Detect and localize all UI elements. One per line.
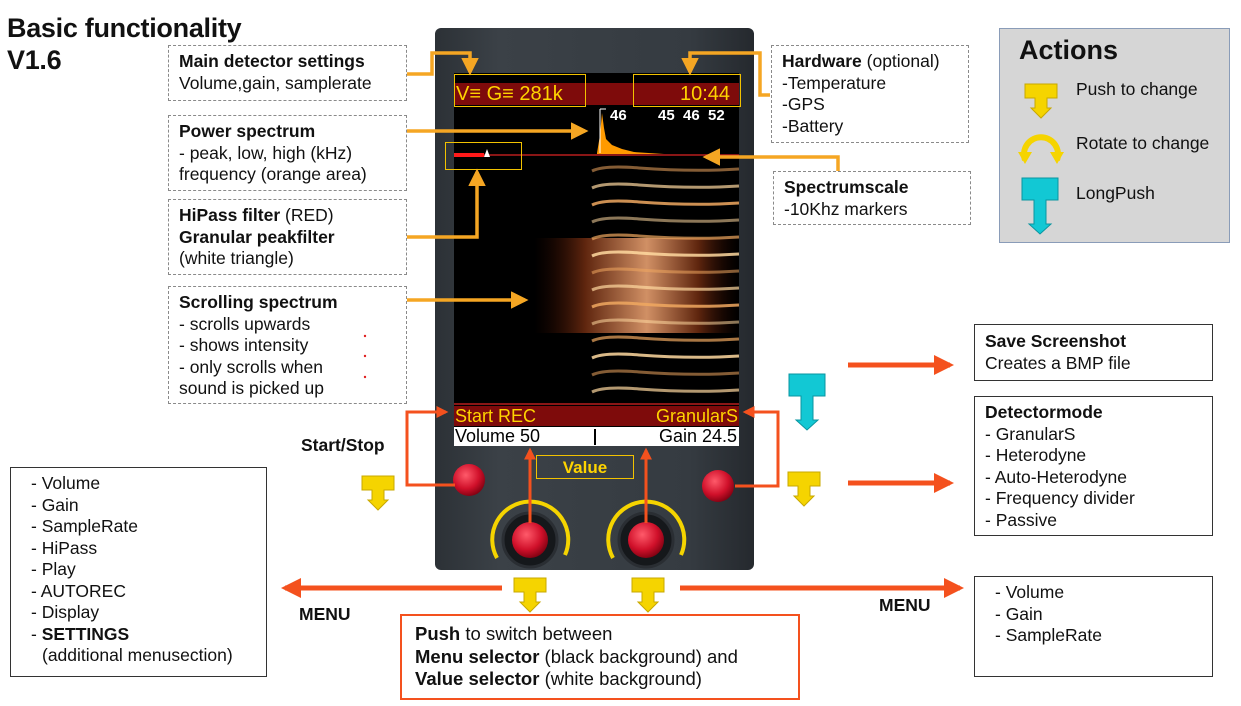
push-icon-start-stop bbox=[361, 475, 395, 511]
spectrogram-streak bbox=[591, 199, 739, 207]
box-push-switch: Push to switch between Menu selector (bl… bbox=[400, 614, 800, 700]
spectrogram-streak bbox=[591, 284, 739, 292]
box-right-menu: - Volume - Gain - SampleRate bbox=[974, 576, 1213, 677]
highlight-hardware bbox=[633, 74, 741, 107]
spectrogram-streak bbox=[591, 301, 739, 309]
push-icon-detectormode bbox=[787, 471, 821, 507]
spectrogram-streak bbox=[591, 267, 739, 275]
action-longpush-label: LongPush bbox=[1076, 183, 1155, 203]
hipass-filter-bar bbox=[454, 153, 484, 157]
box-detectormode: Detectormode - GranularS - Heterodyne - … bbox=[974, 396, 1213, 536]
power-spectrum-area bbox=[597, 113, 664, 154]
action-rotate-label: Rotate to change bbox=[1076, 133, 1210, 153]
actions-legend: Actions Push to change Rotate to change … bbox=[999, 28, 1230, 243]
callout-hardware: Hardware (optional) -Temperature -GPS -B… bbox=[771, 45, 969, 143]
highlight-main-settings bbox=[454, 74, 586, 107]
screen-peak-value: 46 bbox=[610, 107, 627, 124]
menu-detector-mode[interactable]: GranularS bbox=[655, 406, 738, 426]
start-stop-label: Start/Stop bbox=[301, 435, 385, 455]
page-title: Basic functionality V1.6 bbox=[7, 13, 242, 75]
menu-selector-bar[interactable]: Start REC GranularS bbox=[454, 406, 739, 426]
action-push-label: Push to change bbox=[1076, 79, 1198, 99]
box-save-screenshot: Save Screenshot Creates a BMP file bbox=[974, 324, 1213, 381]
spectrogram-streak bbox=[591, 233, 739, 241]
longpush-icon-screenshot bbox=[788, 373, 826, 431]
spectrogram-streak bbox=[591, 335, 739, 343]
push-icon-left-knob bbox=[513, 577, 547, 613]
spectrogram-streak bbox=[591, 216, 739, 224]
spectrogram-streak bbox=[591, 165, 739, 173]
spectrogram-streak bbox=[591, 182, 739, 190]
spectrogram-streak bbox=[591, 250, 739, 258]
spectrogram-streak bbox=[591, 352, 739, 360]
spectrogram-streak bbox=[591, 318, 739, 326]
value-volume[interactable]: Volume 50 bbox=[455, 426, 541, 446]
granular-peak-triangle bbox=[484, 149, 490, 157]
push-icon-right-knob bbox=[631, 577, 665, 613]
value-selector-bar[interactable]: Volume 50 Gain 24.5 bbox=[454, 426, 739, 446]
callout-power-spectrum: Power spectrum - peak, low, high (kHz) f… bbox=[168, 115, 407, 191]
value-gain[interactable]: Gain 24.5 bbox=[658, 426, 737, 446]
spectrogram-streak bbox=[591, 369, 739, 377]
callout-hipass-filter: HiPass filter (RED) Granular peakfilter … bbox=[168, 199, 407, 275]
value-label: Value bbox=[536, 455, 634, 479]
screen-graphics bbox=[454, 108, 739, 405]
screen-low-peak-high: 45 46 52 bbox=[658, 107, 725, 124]
screen-settings-readout: V≡ G≡ 281k bbox=[456, 83, 563, 105]
highlight-hipass bbox=[445, 142, 522, 170]
callout-spectrumscale: Spectrumscale -10Khz markers bbox=[773, 171, 971, 225]
callout-scrolling-spectrum: Scrolling spectrum - scrolls upwards - s… bbox=[168, 286, 407, 404]
detector-screen: V≡ G≡ 281k 10:44 46 45 46 52 bbox=[454, 73, 739, 446]
menu-label-right: MENU bbox=[879, 595, 931, 615]
callout-main-settings: Main detector settings Volume,gain, samp… bbox=[168, 45, 407, 101]
menu-start-rec[interactable]: Start REC bbox=[455, 406, 537, 426]
spectrogram-streak bbox=[591, 386, 739, 394]
actions-title: Actions bbox=[1019, 35, 1119, 65]
menu-label-left: MENU bbox=[299, 604, 351, 624]
box-left-menu: - Volume - Gain - SampleRate - HiPass - … bbox=[10, 467, 267, 677]
